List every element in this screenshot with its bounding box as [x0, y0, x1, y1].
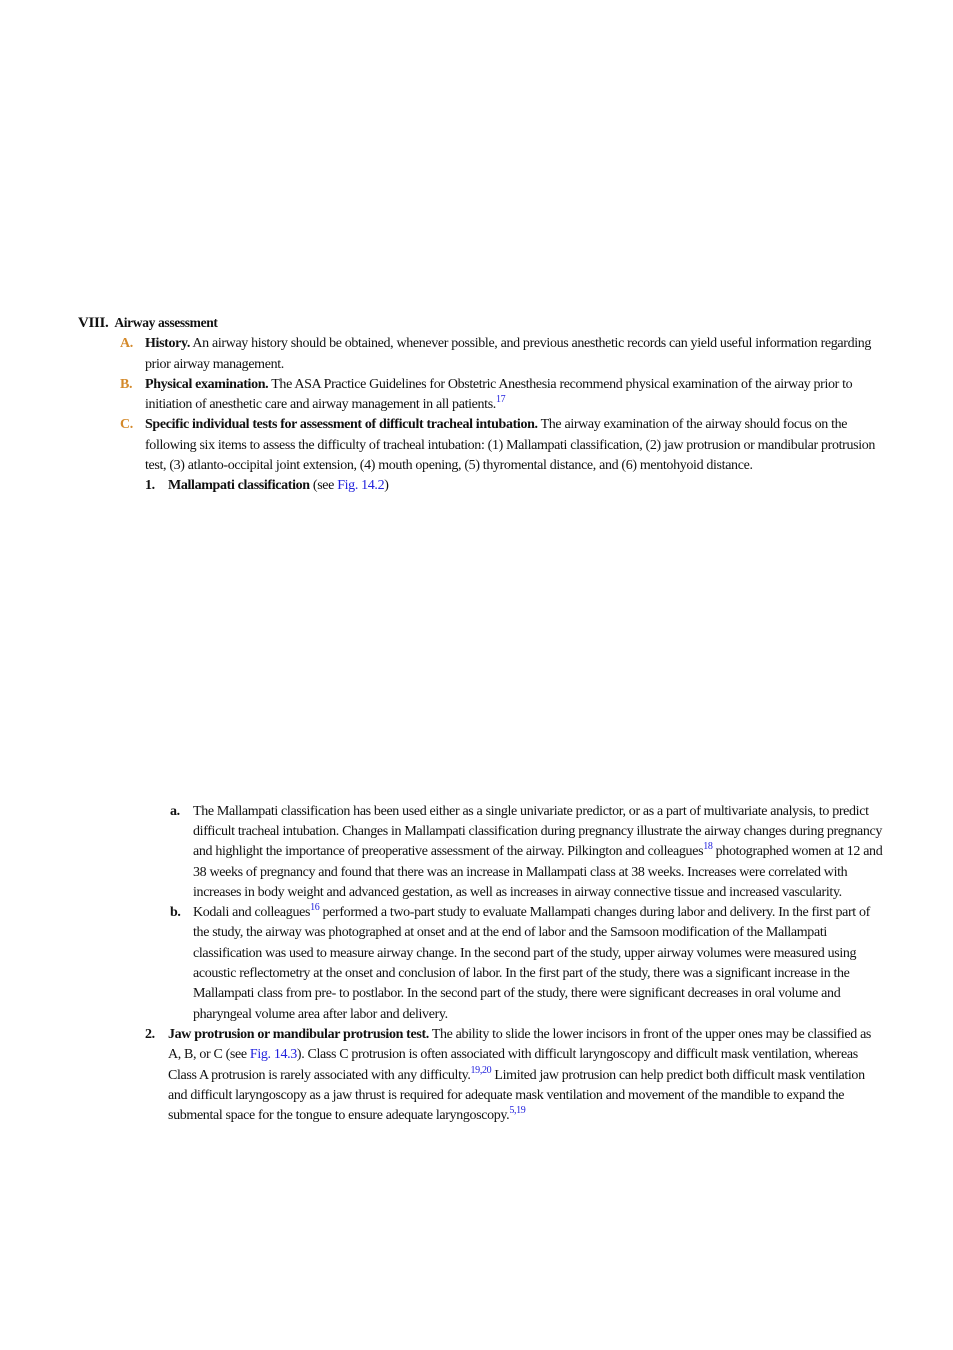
text: ). Class C protrusion is often associate… — [168, 1047, 858, 1083]
text: The airway examination of the airway sho… — [145, 417, 876, 474]
item-marker: A. — [120, 336, 133, 352]
text: The ability to slide the lower incisors … — [168, 1026, 872, 1063]
citation[interactable]: 19,20 — [470, 1064, 492, 1076]
bold-heading: Physical examination. — [145, 376, 269, 392]
section-heading: VIII. Airway assessment — [78, 313, 898, 334]
figure-link[interactable]: Fig. 14.2 — [337, 478, 385, 494]
list-item: b. Kodali and colleagues16 performed a tw… — [168, 903, 886, 1025]
item-marker: b. — [170, 905, 181, 921]
list-item: a. The Mallampati classification has been… — [168, 802, 886, 903]
paragraph: Physical examination. The ASA Practice G… — [145, 375, 886, 416]
citation[interactable]: 16 — [310, 902, 320, 914]
citation[interactable]: 18 — [703, 841, 713, 853]
list-item: B. Physical examination. The ASA Practice… — [78, 375, 886, 416]
section-title: Airway assessment — [114, 315, 218, 330]
item-marker: B. — [120, 376, 133, 392]
text: An airway history should be obtained, wh… — [145, 336, 872, 372]
bold-heading: Jaw protrusion or mandibular protrusion … — [168, 1026, 429, 1042]
paragraph: The Mallampati classification has been u… — [193, 802, 886, 903]
list-item: C. Specific individual tests for assessme… — [78, 415, 886, 1126]
list-item: 2. Jaw protrusion or mandibular protrusio… — [145, 1025, 886, 1126]
citation[interactable]: 17 — [495, 394, 506, 406]
text: performed a two-part study to evaluate M… — [193, 905, 870, 1022]
item-marker: a. — [170, 803, 180, 819]
text: photographed women at 12 and 38 weeks of… — [193, 844, 883, 900]
item-marker: C. — [120, 417, 133, 433]
bold-heading: Specific individual tests for assessment… — [145, 417, 538, 433]
item-list: a. The Mallampati classification has been… — [168, 802, 886, 1025]
item-list: A. History. An airway history should be o… — [78, 334, 898, 1126]
item-marker: 2. — [145, 1026, 155, 1042]
bold-heading: History. — [145, 336, 191, 352]
text: (see — [309, 478, 338, 494]
section-number: VIII. — [78, 315, 109, 331]
paragraph: Mallampati classification (see Fig. 14.2… — [168, 476, 886, 496]
item-marker: 1. — [145, 478, 155, 494]
document: VIII. Airway assessment A. History. An air… — [78, 313, 898, 1126]
paragraph: Kodali and colleagues16 performed a two-… — [193, 903, 886, 1025]
text: The ASA Practice Guidelines for Obstetri… — [145, 376, 853, 413]
text: Limited jaw protrusion can help predict … — [168, 1067, 865, 1124]
list-item: A. History. An airway history should be o… — [78, 334, 886, 375]
paragraph: History. An airway history should be obt… — [145, 334, 886, 375]
text: ) — [384, 478, 389, 494]
figure-link[interactable]: Fig. 14.3 — [249, 1047, 297, 1063]
text: Kodali and colleagues — [193, 905, 311, 921]
bold-heading: Mallampati classification — [168, 478, 310, 494]
citation[interactable]: 5,19 — [509, 1105, 526, 1117]
paragraph: Specific individual tests for assessment… — [145, 415, 886, 476]
text: The Mallampati classification has been u… — [193, 803, 883, 860]
list-item: 1. Mallampati classification (see Fig. 14… — [145, 476, 886, 1025]
paragraph: Jaw protrusion or mandibular protrusion … — [168, 1025, 886, 1126]
item-list: 1. Mallampati classification (see Fig. 14… — [145, 476, 886, 1126]
